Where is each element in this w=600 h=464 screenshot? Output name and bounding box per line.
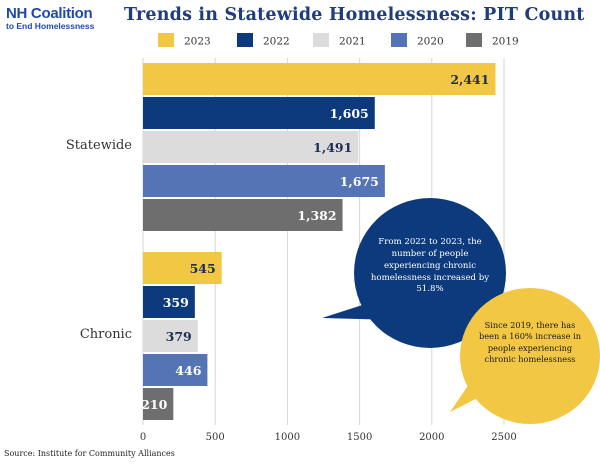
data-label-statewide-2021: 1,491 [313, 140, 352, 155]
bar-statewide-2023 [143, 63, 496, 95]
legend-swatch-2022 [237, 33, 253, 47]
bar-statewide-2019 [143, 199, 343, 231]
category-label-chronic: Chronic [80, 327, 132, 342]
bar-chronic-2020 [143, 354, 208, 386]
x-tick-label-2500: 2500 [491, 432, 516, 443]
bar-statewide-2022 [143, 97, 375, 129]
legend-label-2021: 2021 [339, 36, 366, 48]
logo-line-1: NH Coalition [6, 5, 93, 22]
data-label-chronic-2019: 210 [141, 397, 167, 412]
bar-chronic-2019 [143, 388, 174, 420]
x-tick-label-2000: 2000 [419, 432, 444, 443]
legend-swatch-2020 [391, 33, 407, 47]
bar-statewide-2021 [143, 131, 359, 163]
data-label-statewide-2019: 1,382 [297, 208, 336, 223]
x-tick-label-0: 0 [140, 432, 146, 443]
data-label-chronic-2023: 545 [190, 261, 216, 276]
source-note: Source: Institute for Community Alliance… [4, 449, 175, 458]
x-tick-label-1500: 1500 [347, 432, 372, 443]
x-tick-label-1000: 1000 [275, 432, 300, 443]
category-label-statewide: Statewide [66, 138, 132, 153]
x-tick-label-500: 500 [206, 432, 225, 443]
coalition-logo: NH Coalition to End Homelessness [6, 6, 94, 31]
legend-swatch-2023 [158, 33, 174, 47]
data-label-statewide-2020: 1,675 [340, 174, 379, 189]
chart-title: Trends in Statewide Homelessness: PIT Co… [124, 5, 585, 25]
data-label-chronic-2020: 446 [175, 363, 201, 378]
data-label-chronic-2021: 379 [166, 329, 192, 344]
legend-label-2019: 2019 [492, 36, 519, 48]
legend-swatch-2021 [313, 33, 329, 47]
legend-label-2023: 2023 [184, 36, 211, 48]
legend-label-2022: 2022 [263, 36, 290, 48]
bar-statewide-2020 [143, 165, 385, 197]
bar-chronic-2023 [143, 252, 222, 284]
data-label-chronic-2022: 359 [163, 295, 189, 310]
logo-line-2: to End Homelessness [6, 21, 95, 31]
bar-chronic-2021 [143, 320, 198, 352]
annotation-since-2019: Since 2019, there has been a 160% increa… [479, 320, 581, 364]
speech-bubble-yellow [460, 288, 600, 424]
data-label-statewide-2023: 2,441 [450, 72, 489, 87]
annotation-chronic-increase: From 2022 to 2023, the number of people … [370, 237, 490, 295]
bar-chronic-2022 [143, 286, 195, 318]
legend-swatch-2019 [466, 33, 482, 47]
legend-label-2020: 2020 [417, 36, 444, 48]
data-label-statewide-2022: 1,605 [330, 106, 369, 121]
speech-bubble-blue [354, 198, 506, 348]
